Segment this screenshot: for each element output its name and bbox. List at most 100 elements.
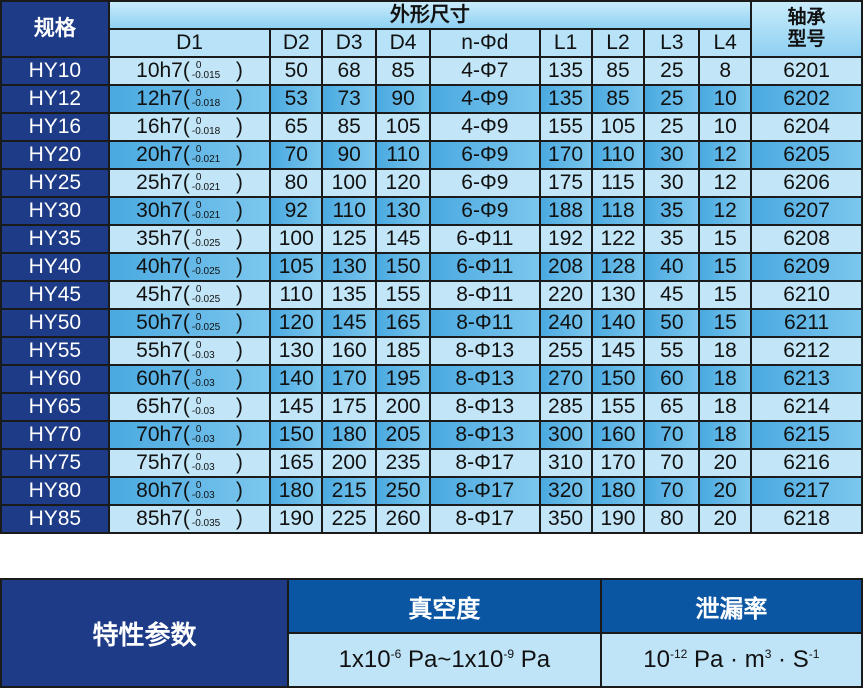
tolerance: 0 -0.018 [191,88,221,110]
l2-cell: 85 [590,84,646,114]
tolerance: 0 -0.03 [191,368,215,390]
l4-cell: 20 [698,504,753,534]
l2-cell: 180 [590,476,646,506]
d4-cell: 260 [375,504,432,534]
table-row: HY45 45h7(0 -0.025) 110 135 155 8-Φ11 220 130 45 1… [0,280,863,310]
bearing-cell: 6206 [750,168,863,198]
l1-cell: 270 [538,364,593,394]
d2-cell: 70 [269,140,324,170]
l2-cell: 145 [590,336,646,366]
d2-cell: 180 [269,476,324,506]
d2-cell: 165 [269,448,324,478]
l1-cell: 320 [538,476,593,506]
model-cell: HY30 [0,196,110,226]
d4-cell: 155 [375,280,432,310]
table-row: HY55 55h7(0 -0.03) 130 160 185 8-Φ13 255 145 55 18… [0,336,863,366]
model-cell: HY10 [0,56,110,86]
l4-cell: 12 [698,168,753,198]
column-header-6: L2 [590,28,646,58]
column-header-4: n-Φd [429,28,541,58]
l1-cell: 240 [538,308,593,338]
nd-cell: 8-Φ13 [429,364,541,394]
column-header-7: L3 [643,28,701,58]
tolerance: 0 -0.018 [191,116,221,138]
d1-cell: 85h7(0 -0.035) [107,504,272,534]
tolerance: 0 -0.021 [191,172,221,194]
properties-table: 特性参数 真空度 泄漏率 1x10-6 Pa~1x10-9 Pa 10-12 P… [0,578,863,688]
d3-cell: 200 [321,448,378,478]
nd-cell: 8-Φ13 [429,420,541,450]
d4-cell: 85 [375,56,432,86]
nd-cell: 4-Φ7 [429,56,541,86]
column-header-3: D4 [375,28,432,58]
l1-cell: 350 [538,504,593,534]
d3-cell: 85 [321,112,378,142]
d2-cell: 140 [269,364,324,394]
d2-cell: 80 [269,168,324,198]
tolerance: 0 -0.025 [191,256,221,278]
nd-cell: 6-Φ9 [429,140,541,170]
vacuum-header: 真空度 [287,578,602,634]
tolerance: 0 -0.021 [191,144,221,166]
l1-cell: 135 [538,56,593,86]
bearing-cell: 6210 [750,280,863,310]
l3-cell: 25 [643,84,701,114]
bearing-cell: 6218 [750,504,863,534]
model-cell: HY50 [0,308,110,338]
header-bearing: 轴承型号 [750,0,863,58]
d1-cell: 30h7(0 -0.021) [107,196,272,226]
l4-cell: 8 [698,56,753,86]
l3-cell: 50 [643,308,701,338]
model-cell: HY16 [0,112,110,142]
table-row: HY75 75h7(0 -0.03) 165 200 235 8-Φ17 310 170 70 20… [0,448,863,478]
model-cell: HY20 [0,140,110,170]
d3-cell: 130 [321,252,378,282]
d2-cell: 50 [269,56,324,86]
l3-cell: 70 [643,476,701,506]
l1-cell: 170 [538,140,593,170]
l4-cell: 18 [698,364,753,394]
bearing-cell: 6205 [750,140,863,170]
nd-cell: 8-Φ17 [429,448,541,478]
d3-cell: 100 [321,168,378,198]
l3-cell: 60 [643,364,701,394]
l4-cell: 15 [698,308,753,338]
l2-cell: 190 [590,504,646,534]
vacuum-value: 1x10-6 Pa~1x10-9 Pa [287,632,602,688]
l3-cell: 45 [643,280,701,310]
model-cell: HY70 [0,420,110,450]
d1-cell: 10h7(0 -0.015) [107,56,272,86]
l3-cell: 30 [643,168,701,198]
d3-cell: 215 [321,476,378,506]
tolerance: 0 -0.03 [191,340,215,362]
l2-cell: 85 [590,56,646,86]
l1-cell: 310 [538,448,593,478]
l2-cell: 115 [590,168,646,198]
l4-cell: 10 [698,84,753,114]
d4-cell: 165 [375,308,432,338]
l3-cell: 65 [643,392,701,422]
l1-cell: 220 [538,280,593,310]
l3-cell: 30 [643,140,701,170]
model-cell: HY40 [0,252,110,282]
table-row: HY35 35h7(0 -0.025) 100 125 145 6-Φ11 192 122 35 1… [0,224,863,254]
l2-cell: 118 [590,196,646,226]
d4-cell: 90 [375,84,432,114]
table-row: HY60 60h7(0 -0.03) 140 170 195 8-Φ13 270 150 60 18… [0,364,863,394]
model-cell: HY65 [0,392,110,422]
d1-cell: 16h7(0 -0.018) [107,112,272,142]
tolerance: 0 -0.03 [191,480,215,502]
tolerance: 0 -0.035 [191,508,221,530]
d1-cell: 60h7(0 -0.03) [107,364,272,394]
d2-cell: 150 [269,420,324,450]
d2-cell: 105 [269,252,324,282]
d2-cell: 120 [269,308,324,338]
d2-cell: 145 [269,392,324,422]
bearing-cell: 6214 [750,392,863,422]
d3-cell: 135 [321,280,378,310]
bearing-cell: 6211 [750,308,863,338]
l3-cell: 25 [643,112,701,142]
d2-cell: 130 [269,336,324,366]
leak-rate-value: 10-12 Pa · m3 · S-1 [599,632,863,688]
column-header-1: D2 [269,28,324,58]
